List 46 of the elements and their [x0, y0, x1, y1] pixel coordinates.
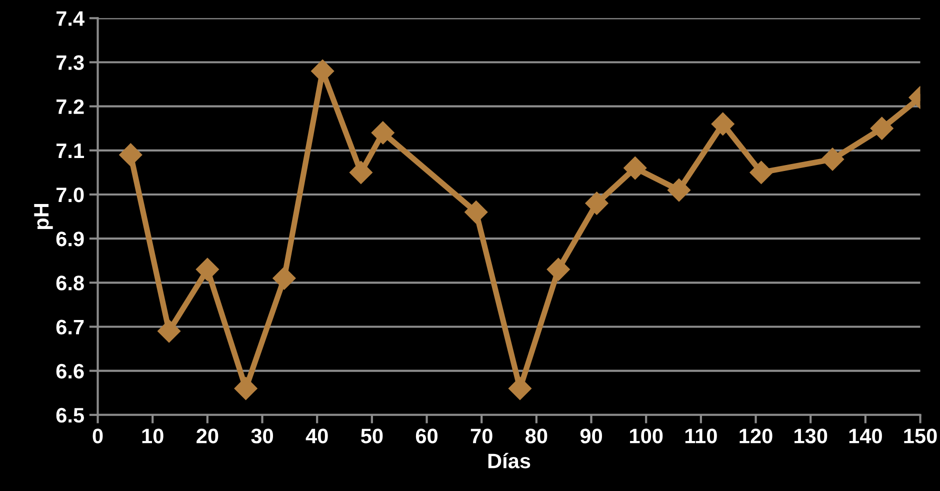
x-tick-label: 40	[306, 428, 328, 444]
point	[870, 116, 894, 140]
point	[667, 178, 690, 202]
x-tick-label: 140	[849, 428, 882, 444]
point	[711, 112, 734, 136]
x-tick-label: 100	[630, 428, 663, 444]
x-tick-label: 50	[360, 428, 383, 444]
x-tick-label: 0	[92, 428, 103, 444]
y-tick-label: 7.3	[56, 55, 84, 70]
y-tick-label: 7.4	[56, 11, 84, 26]
x-tick-label: 110	[685, 428, 717, 444]
x-tick-label: 30	[251, 428, 273, 444]
point	[311, 60, 334, 83]
point	[349, 160, 372, 184]
point	[508, 376, 532, 400]
point	[119, 143, 142, 166]
y-tick-label: 6.9	[56, 232, 84, 246]
x-tick-label: 130	[794, 428, 828, 444]
x-tick-label: 80	[526, 428, 548, 444]
y-tick-label: 6.8	[56, 276, 84, 290]
point	[624, 156, 647, 180]
y-tick-label: 7.2	[56, 99, 84, 114]
y-tick-label: 6.6	[56, 364, 84, 379]
x-tick-label: 120	[740, 428, 772, 444]
x-tick-label: 90	[580, 428, 602, 444]
x-tick-label: 60	[416, 428, 438, 444]
y-tick-label: 6.7	[56, 320, 84, 334]
y-tick-label: 7.1	[56, 144, 84, 158]
x-tick-label: 70	[470, 428, 492, 444]
point	[158, 320, 181, 343]
point	[234, 376, 258, 400]
point	[585, 192, 608, 215]
point	[196, 258, 219, 281]
y-tick-label: 6.5	[56, 408, 84, 423]
point	[821, 148, 844, 171]
x-tick-label: 20	[196, 428, 218, 444]
y-axis-title: pH	[34, 204, 53, 230]
point	[750, 160, 773, 184]
point	[371, 121, 394, 144]
y-tick-label: 7.0	[56, 187, 84, 202]
x-tick-label: 10	[142, 428, 164, 444]
point	[272, 266, 296, 290]
point	[546, 258, 570, 281]
x-axis-title: Días	[488, 452, 530, 468]
point	[464, 200, 488, 224]
x-tick-label: 150	[904, 428, 937, 444]
